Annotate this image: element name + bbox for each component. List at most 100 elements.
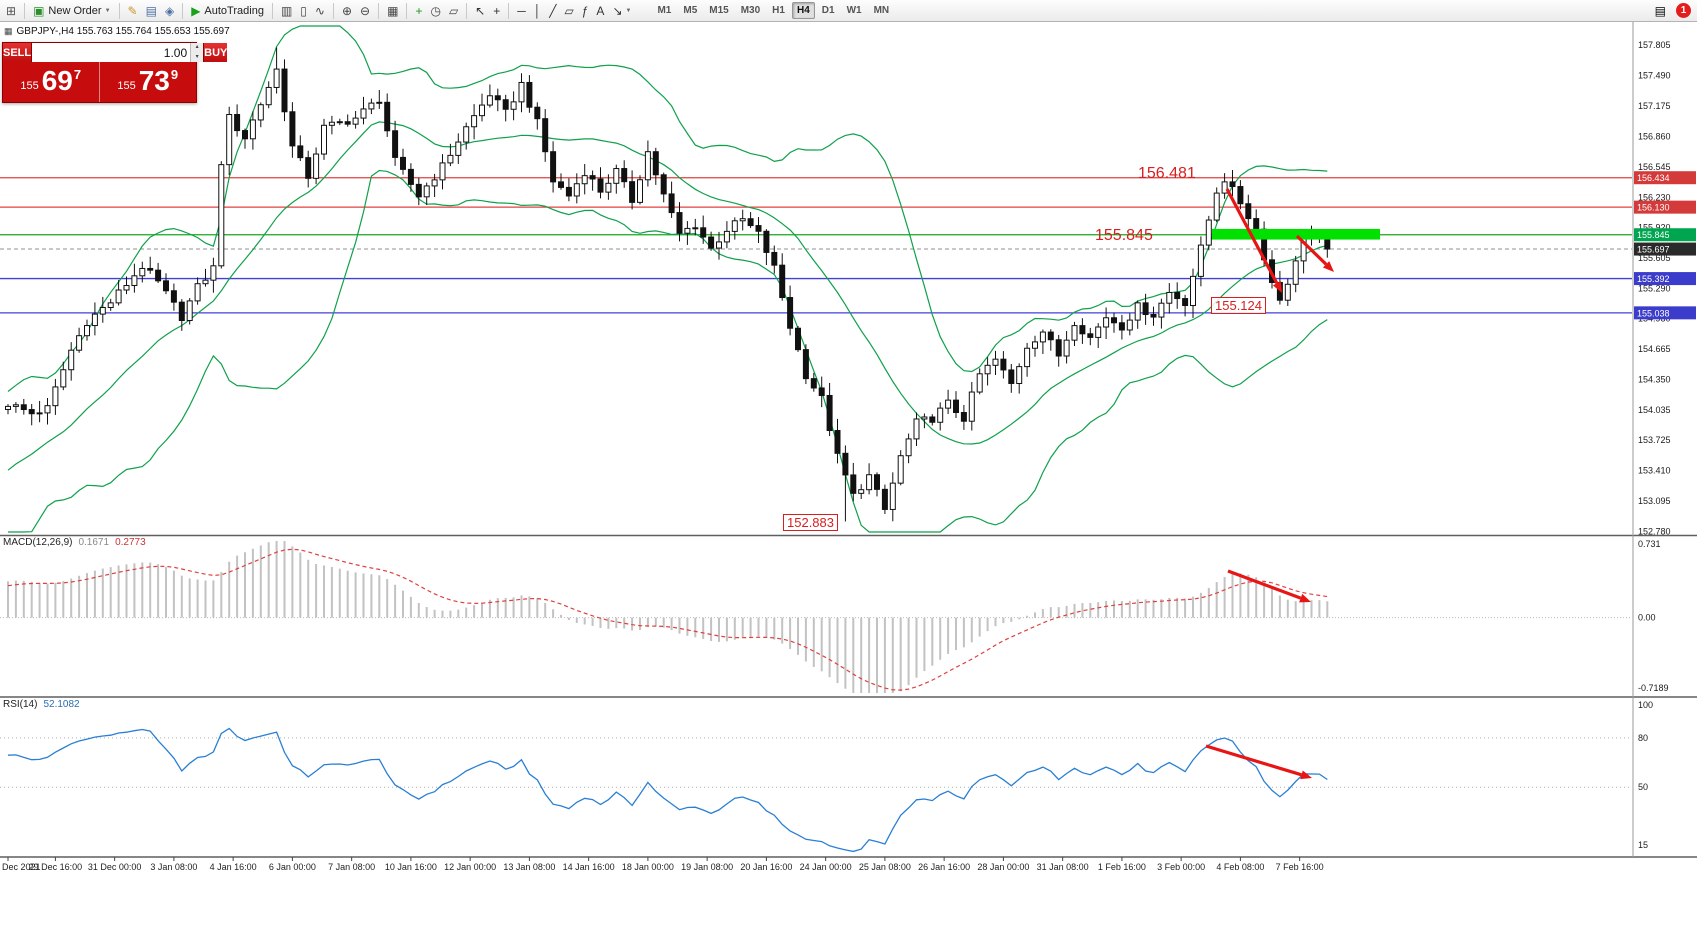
timeframe-M1[interactable]: M1 (657, 5, 672, 16)
price-annotation[interactable]: 156.481 (1138, 165, 1196, 182)
svg-text:156.860: 156.860 (1638, 131, 1671, 141)
panel-splitter[interactable] (0, 533, 1697, 538)
toolbar-separator (332, 2, 334, 19)
svg-text:157.805: 157.805 (1638, 40, 1671, 50)
timeframe-H4[interactable]: H4 (791, 2, 815, 19)
price-annotation[interactable]: 152.883 (783, 514, 838, 531)
volume-down-icon[interactable]: ▾ (195, 53, 199, 60)
periods-clock-button[interactable]: ◷ (427, 1, 443, 20)
svg-text:19 Jan 08:00: 19 Jan 08:00 (681, 862, 733, 872)
new-order-button[interactable]: ▣ New Order ▼ (30, 1, 113, 20)
symbol-ohlc-text: GBPJPY-,H4 155.763 155.764 155.653 155.6… (16, 26, 230, 37)
text-tool-button[interactable]: A (593, 1, 607, 20)
svg-text:155.605: 155.605 (1638, 253, 1671, 263)
navigator-button[interactable]: ◈ (162, 1, 177, 20)
svg-text:4 Jan 16:00: 4 Jan 16:00 (210, 862, 257, 872)
svg-text:1 Feb 16:00: 1 Feb 16:00 (1098, 862, 1146, 872)
hline-tool-button[interactable]: ─ (514, 1, 529, 20)
line-chart-button[interactable]: ∿ (312, 1, 328, 20)
svg-text:154.035: 154.035 (1638, 405, 1671, 415)
volume-input[interactable] (32, 43, 191, 62)
toolbar-separator (271, 2, 273, 19)
rsi-value: 52.1082 (43, 699, 80, 710)
bid-big-digits: 69 (41, 65, 73, 96)
timeframe-M5[interactable]: M5 (683, 5, 698, 16)
cursor-button[interactable]: ↖ (472, 1, 488, 20)
svg-text:155.392: 155.392 (1637, 274, 1670, 284)
ask-big-digits: 73 (138, 65, 170, 96)
price-axis[interactable] (1633, 22, 1697, 857)
notification-badge[interactable]: 1 (1676, 3, 1691, 18)
ask-price[interactable]: 155 73 9 (100, 62, 197, 102)
zoom-out-button[interactable]: ⊖ (357, 1, 373, 20)
svg-text:3 Feb 00:00: 3 Feb 00:00 (1157, 862, 1205, 872)
hline-tool-icon: ─ (517, 3, 526, 18)
svg-text:156.230: 156.230 (1638, 192, 1671, 202)
sell-button[interactable]: SELL (3, 43, 32, 62)
price-annotation[interactable]: 155.845 (1095, 227, 1153, 244)
new-chart-button[interactable]: ⊞ (3, 1, 19, 20)
new-order-label: New Order (48, 4, 102, 17)
vline-tool-icon: │ (533, 3, 542, 18)
svg-text:Dec 2021: Dec 2021 (2, 862, 41, 872)
autotrading-icon: ▶ (191, 3, 201, 18)
arrows-tool-icon: ↘ (612, 3, 623, 18)
candle-chart-button[interactable]: ▯ (297, 1, 310, 20)
svg-text:156.434: 156.434 (1637, 173, 1670, 183)
zoom-in-button[interactable]: ⊕ (339, 1, 355, 20)
timeframe-D1[interactable]: D1 (821, 5, 835, 16)
fibonacci-tool-icon: ƒ (581, 3, 589, 18)
templates-button[interactable]: ▱ (446, 1, 461, 20)
svg-text:153.725: 153.725 (1638, 435, 1671, 445)
cursor-icon: ↖ (475, 3, 486, 18)
price-annotation[interactable]: 155.124 (1211, 297, 1266, 314)
arrows-tool-button[interactable]: ↘ ▼ (609, 1, 634, 20)
svg-text:29 Dec 16:00: 29 Dec 16:00 (29, 862, 83, 872)
crosshair-icon: + (493, 3, 501, 18)
timeframe-H1[interactable]: H1 (772, 5, 785, 16)
indicators-button[interactable]: + (412, 1, 425, 20)
tile-windows-button[interactable]: ▦ (384, 1, 401, 20)
time-axis[interactable] (0, 857, 1633, 876)
timeframe-W1[interactable]: W1 (846, 5, 862, 16)
panel-splitter[interactable] (0, 695, 1697, 700)
channel-tool-button[interactable]: ▱ (562, 1, 577, 20)
macd-main-value: 0.1671 (78, 537, 110, 548)
candle-chart-icon: ▯ (300, 3, 307, 18)
fibonacci-tool-button[interactable]: ƒ (579, 1, 592, 20)
svg-text:6 Jan 00:00: 6 Jan 00:00 (269, 862, 316, 872)
svg-text:0.00: 0.00 (1638, 613, 1656, 623)
toolbar-groups: ⊞ ▣ New Order ▼ ✎ ▤ ◈ ▶ AutoTrading ▥ ▯ ∿ ⊕ ⊖ ▦ + ◷ ▱ ↖ + ─ │… (2, 1, 635, 20)
timeframe-MN[interactable]: MN (873, 5, 890, 16)
bar-chart-icon: ▥ (280, 3, 293, 18)
svg-text:26 Jan 16:00: 26 Jan 16:00 (918, 862, 970, 872)
svg-text:3 Jan 08:00: 3 Jan 08:00 (150, 862, 197, 872)
volume-up-icon[interactable]: ▴ (195, 44, 199, 50)
timeframe-M30[interactable]: M30 (740, 5, 761, 16)
bar-chart-button[interactable]: ▥ (278, 1, 295, 20)
svg-text:0.731: 0.731 (1638, 539, 1661, 549)
autotrading-label: AutoTrading (204, 4, 264, 17)
metaeditor-button[interactable]: ✎ (125, 1, 141, 20)
main-toolbar: ⊞ ▣ New Order ▼ ✎ ▤ ◈ ▶ AutoTrading ▥ ▯ ∿ ⊕ ⊖ ▦ + ◷ ▱ ↖ + ─ │… (0, 0, 1697, 22)
svg-text:80: 80 (1638, 733, 1648, 743)
print-button[interactable]: ▤ (1652, 1, 1669, 20)
caret-down-icon: ▼ (104, 7, 111, 14)
svg-text:157.490: 157.490 (1638, 70, 1671, 80)
one-click-trading-panel: SELL ▴ ▾ BUY 155 69 7 155 73 9 (2, 42, 228, 103)
rsi-name: RSI(14) (3, 699, 38, 710)
crosshair-button[interactable]: + (490, 1, 503, 20)
vline-tool-button[interactable]: │ (531, 1, 545, 20)
bid-price[interactable]: 155 69 7 (3, 62, 100, 102)
svg-text:155.290: 155.290 (1638, 283, 1671, 293)
timeframe-M15[interactable]: M15 (709, 5, 729, 16)
svg-text:12 Jan 00:00: 12 Jan 00:00 (444, 862, 496, 872)
volume-control: ▴ ▾ (31, 43, 205, 62)
toolbar-separator (508, 2, 510, 19)
macd-signal-value: 0.2773 (115, 537, 146, 548)
autotrading-button[interactable]: ▶ AutoTrading (188, 1, 267, 20)
buy-button[interactable]: BUY (204, 43, 228, 62)
trendline-tool-button[interactable]: ╱ (546, 1, 559, 20)
market-watch-button[interactable]: ▤ (143, 1, 160, 20)
